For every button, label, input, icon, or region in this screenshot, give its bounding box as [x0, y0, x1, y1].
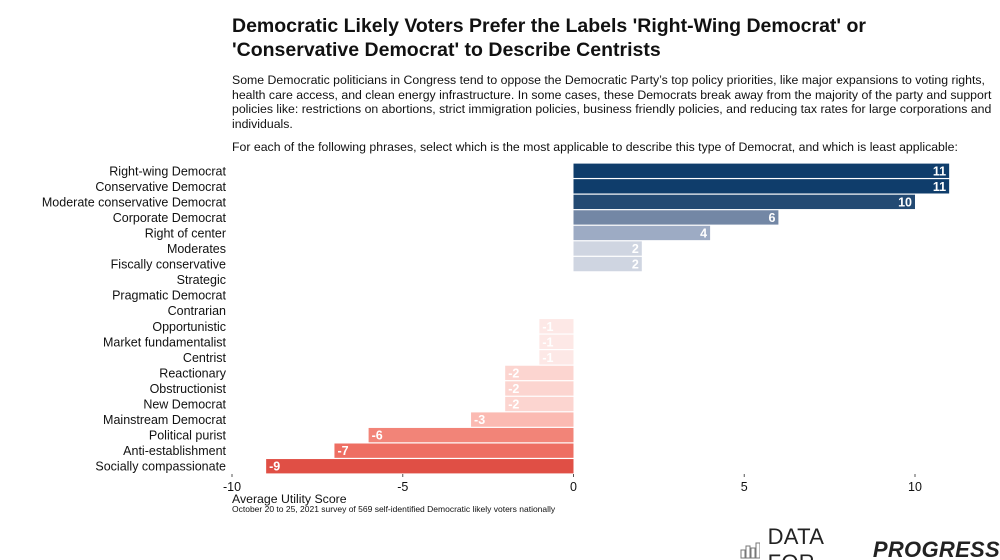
bar	[471, 412, 574, 427]
x-tick-label: 0	[570, 480, 577, 494]
chart-subtitle: Some Democratic politicians in Congress …	[232, 73, 992, 131]
category-label: Market fundamentalist	[103, 335, 227, 349]
logo-text-light: DATA FOR	[767, 524, 824, 560]
x-tick-label: -10	[223, 480, 241, 494]
bar	[573, 210, 779, 225]
data-label: -2	[508, 382, 519, 396]
category-label: Right-wing Democrat	[109, 164, 226, 178]
category-label: Moderate conservative Democrat	[42, 195, 227, 209]
data-label: -2	[508, 398, 519, 412]
category-label: Moderates	[167, 242, 226, 256]
bar	[505, 365, 574, 381]
survey-question: For each of the following phrases, selec…	[232, 140, 958, 154]
data-label: 11	[933, 164, 946, 178]
category-label: Corporate Democrat	[113, 211, 227, 225]
bar	[573, 241, 642, 256]
category-label: Conservative Democrat	[95, 180, 226, 194]
bar	[539, 319, 574, 334]
bar	[505, 381, 574, 396]
data-label: 6	[768, 211, 775, 225]
x-tick-label: 5	[741, 480, 748, 494]
x-axis-label: Average Utility Score	[232, 492, 347, 506]
source-note: October 20 to 25, 2021 survey of 569 sel…	[232, 504, 556, 514]
logo: DATA FOR PROGRESS	[740, 524, 1000, 560]
bar	[573, 256, 642, 272]
data-label: -2	[508, 366, 519, 380]
category-label: Centrist	[183, 351, 227, 365]
category-label: Fiscally conservative	[111, 258, 226, 272]
category-label: Obstructionist	[150, 382, 227, 396]
bar	[368, 427, 574, 443]
bar	[573, 179, 950, 194]
category-label: Right of center	[145, 226, 226, 240]
bar	[539, 334, 574, 349]
category-label: New Democrat	[143, 398, 226, 412]
bar	[539, 350, 574, 365]
chart-title: Democratic Likely Voters Prefer the Labe…	[232, 15, 866, 61]
category-label: Strategic	[177, 273, 226, 287]
data-label: -6	[372, 429, 383, 443]
category-label: Contrarian	[168, 304, 226, 318]
category-label: Socially compassionate	[95, 460, 226, 474]
bar	[573, 194, 915, 210]
data-label: 2	[632, 258, 639, 272]
bar	[334, 443, 574, 458]
category-label: Anti-establishment	[123, 444, 226, 458]
bar-chart-icon	[740, 542, 760, 559]
data-label: -9	[269, 460, 280, 474]
data-label: -1	[542, 351, 553, 365]
data-label: -1	[542, 320, 553, 334]
category-label: Reactionary	[159, 366, 226, 380]
x-tick-label: -5	[397, 480, 408, 494]
data-label: 2	[632, 242, 639, 256]
data-label: 4	[700, 226, 707, 240]
category-label: Mainstream Democrat	[103, 413, 226, 427]
data-label: -7	[337, 444, 348, 458]
bar	[573, 163, 950, 178]
category-label: Opportunistic	[152, 320, 226, 334]
data-label: 11	[933, 180, 946, 194]
data-label: 10	[898, 195, 912, 209]
bar	[505, 396, 574, 412]
bar	[266, 459, 574, 474]
category-label: Political purist	[149, 429, 227, 443]
x-tick-label: 10	[908, 480, 922, 494]
data-label: -1	[542, 335, 553, 349]
data-label: -3	[474, 413, 485, 427]
bar	[573, 225, 711, 241]
category-label: Pragmatic Democrat	[112, 289, 226, 303]
logo-text-bold: PROGRESS	[872, 537, 1000, 560]
